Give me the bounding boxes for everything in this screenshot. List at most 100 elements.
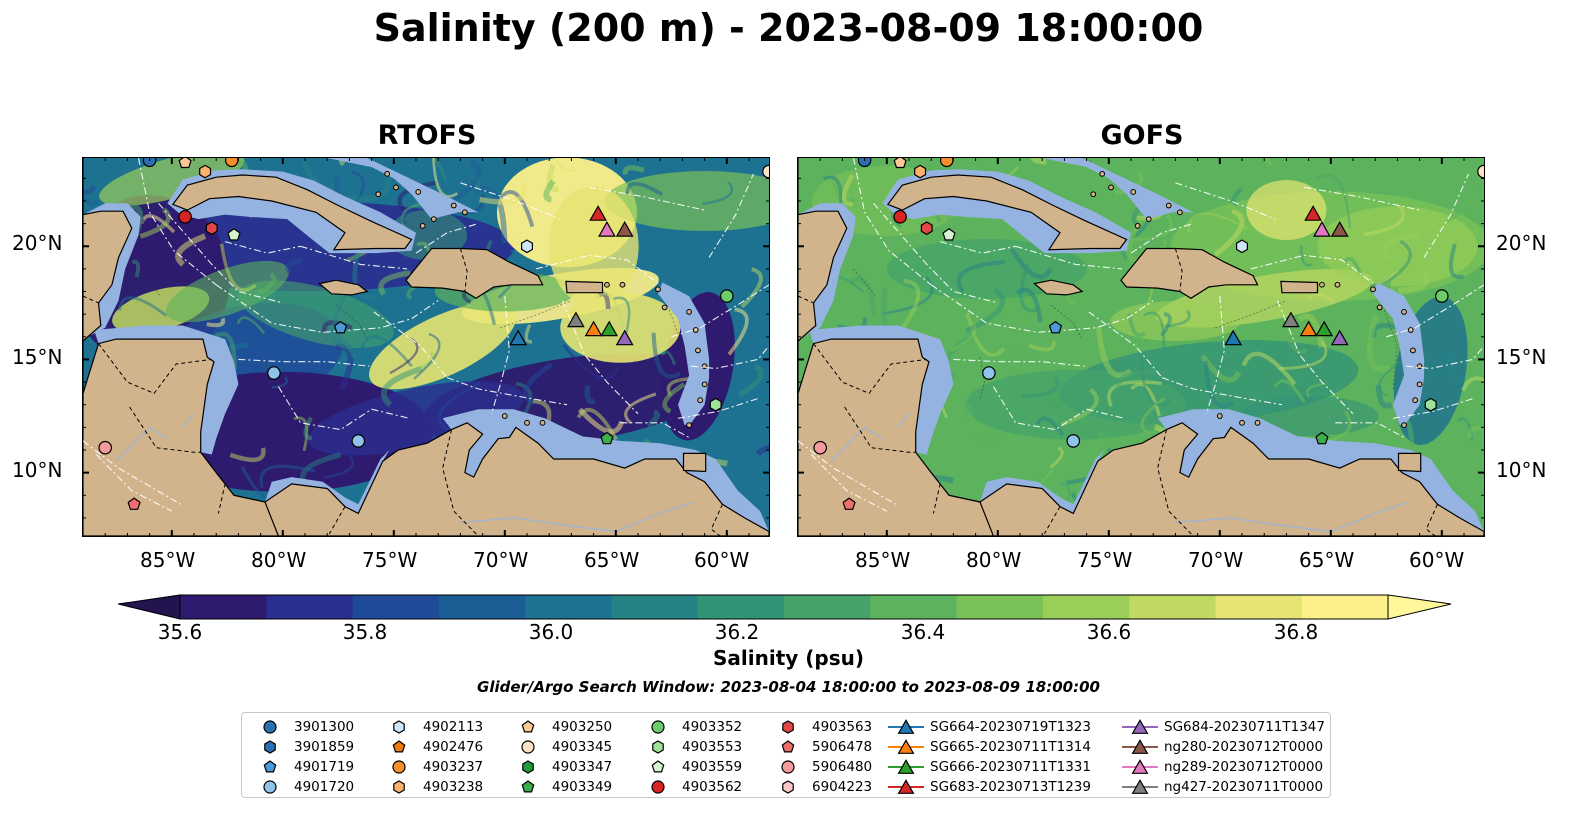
legend-marker (888, 739, 924, 754)
platform-marker-sg684-20230711t1347 (1330, 329, 1349, 346)
legend-label: 3901859 (294, 739, 355, 755)
platform-marker-ng427-20230711t0000 (566, 311, 585, 328)
legend-marker-shape (782, 720, 794, 734)
legend-label: SG664-20230719T1323 (930, 719, 1091, 735)
lat-label-20n-right: 20°N (1496, 231, 1547, 255)
colorbar-segment (870, 595, 958, 619)
legend-label: ng427-20230711T0000 (1164, 779, 1324, 795)
legend-marker (521, 720, 535, 733)
platform-marker-4903250 (178, 158, 192, 169)
colorbar-segment (956, 595, 1044, 619)
panel-title-rtofs: RTOFS (377, 120, 477, 151)
legend-marker (888, 719, 924, 734)
colorbar-tick: 35.8 (342, 620, 388, 644)
platform-marker-4903349 (600, 431, 614, 445)
legend-label: 4903237 (423, 759, 484, 775)
colorbar-tick: 36.4 (900, 620, 946, 644)
legend-label: 4902113 (423, 719, 484, 735)
legend-marker (651, 780, 665, 794)
platform-marker-4903553 (709, 397, 722, 412)
platform-marker-4903553 (1424, 397, 1437, 412)
legend-marker (393, 720, 405, 734)
legend-marker (652, 740, 664, 754)
legend-label: 5906478 (812, 739, 873, 755)
platform-marker-ng280-20230712t0000 (1330, 220, 1349, 237)
platform-marker-5906480 (98, 440, 113, 455)
colorbar-extend-low (118, 594, 181, 620)
map-canvas (83, 158, 769, 536)
legend-marker-shape (263, 760, 277, 773)
legend-marker-shape (651, 760, 665, 773)
lon-label-80w-gofs: 80°W (966, 548, 1022, 572)
platform-marker-4903559 (227, 228, 241, 241)
legend-marker-shape (522, 760, 534, 774)
legend-marker-shape (521, 720, 535, 733)
legend-marker-shape (1131, 739, 1149, 754)
legend-marker (392, 740, 406, 753)
legend-label: 4903562 (682, 779, 743, 795)
legend-marker-shape (897, 779, 915, 794)
legend-marker-shape (897, 759, 915, 774)
platform-marker-4901720 (982, 366, 996, 380)
lon-label-75w-gofs: 75°W (1077, 548, 1133, 572)
platform-marker-ng280-20230712t0000 (615, 220, 634, 237)
colorbar-segment (697, 595, 785, 619)
lon-label-85w-gofs: 85°W (855, 548, 911, 572)
platform-marker-sg666-20230711t1331 (1315, 320, 1334, 337)
platform-marker-sg665-20230711t1314 (1299, 320, 1318, 337)
legend-marker-shape (393, 780, 405, 794)
legend-label: 4901719 (294, 759, 355, 775)
lon-label-75w-rtofs: 75°W (362, 548, 418, 572)
colorbar-segment (1129, 595, 1216, 619)
legend-marker (393, 780, 405, 794)
legend-marker (1122, 779, 1158, 794)
colorbar-tick: 36.6 (1086, 620, 1132, 644)
legend-marker-shape (1131, 759, 1149, 774)
colorbar-segment (1301, 595, 1389, 619)
colorbar-extend-high (1387, 594, 1452, 620)
lon-label-60w-gofs: 60°W (1409, 548, 1465, 572)
platform-marker-3901300 (142, 158, 157, 168)
platform-marker-4902113 (1236, 239, 1248, 254)
platform-marker-sg666-20230711t1331 (600, 320, 619, 337)
legend-marker-shape (392, 760, 406, 774)
legend-marker (781, 740, 795, 753)
legend-marker (264, 740, 276, 754)
legend-label: 4903347 (552, 759, 613, 775)
lat-label-10n-right: 10°N (1496, 458, 1547, 482)
colorbar-segment (352, 595, 440, 619)
colorbar-segment (525, 595, 612, 619)
legend-marker (1122, 739, 1158, 754)
legend-marker-shape (897, 739, 915, 754)
colorbar-segment (784, 595, 871, 619)
platform-marker-ng289-20230712t0000 (598, 220, 616, 237)
platform-marker-4903238 (199, 164, 212, 179)
legend-marker (651, 760, 665, 773)
legend-marker (522, 760, 534, 774)
legend-marker (1122, 759, 1158, 774)
legend-marker (781, 760, 795, 774)
legend-label: 4903238 (423, 779, 484, 795)
legend-marker-shape (781, 760, 795, 774)
lat-label-10n-left: 10°N (12, 458, 63, 482)
legend-marker-shape (392, 740, 406, 753)
lon-label-65w-rtofs: 65°W (584, 548, 640, 572)
colorbar-segment (1215, 595, 1303, 619)
legend-label: SG665-20230711T1314 (930, 739, 1091, 755)
legend-marker-shape (652, 740, 664, 754)
lon-label-80w-rtofs: 80°W (251, 548, 307, 572)
platform-marker-4903562 (893, 210, 907, 224)
platform-marker-sg683-20230713t1239 (589, 205, 607, 221)
legend-label: 4903250 (552, 719, 613, 735)
platform-marker-4901719 (1048, 320, 1063, 334)
platform-marker-sg665-20230711t1314 (584, 320, 603, 337)
lat-label-15n-right: 15°N (1496, 345, 1547, 369)
colorbar-label: Salinity (psu) (712, 646, 864, 670)
legend-marker (782, 720, 794, 734)
colorbar-tick: 35.6 (157, 620, 203, 644)
legend-marker (651, 720, 665, 734)
legend-marker-shape (782, 780, 794, 794)
platform-marker-3901300b (351, 434, 366, 448)
legend-marker (263, 720, 277, 734)
